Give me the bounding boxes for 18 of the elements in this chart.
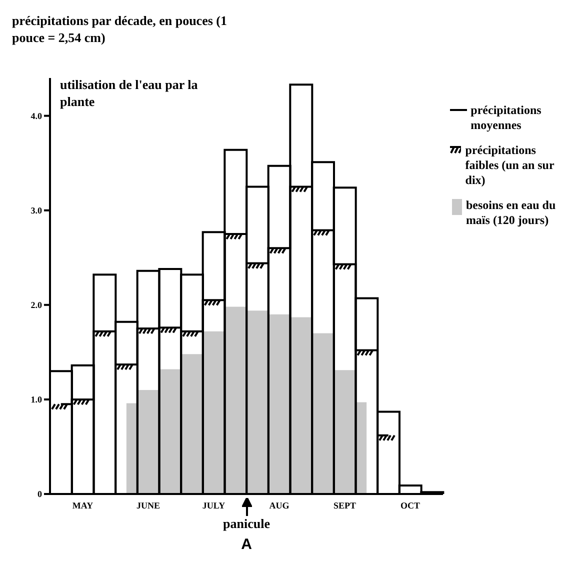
legend-label: besoins en eau du maïs (120 jours) [466, 198, 557, 228]
y-tick-label: 2.0 [30, 300, 42, 310]
x-tick-label: JULY [202, 500, 226, 510]
x-tick-label: MAY [72, 500, 94, 510]
y-tick-label: 1.0 [30, 394, 42, 405]
legend-label: précipitations faibles (un an sur dix) [465, 143, 556, 188]
x-tick-label: SEPT [333, 500, 356, 510]
x-tick-label: OCT [400, 500, 420, 510]
y-tick-label: 0 [38, 489, 42, 500]
y-tick-label: 4.0 [30, 111, 42, 122]
x-tick-label: JUNE [136, 500, 160, 510]
y-axis-title: précipitations par décade, en pouces (1 pouce = 2,54 cm) [12, 12, 228, 46]
legend-label: précipitations moyennes [470, 103, 542, 133]
y-tick-label: 3.0 [30, 206, 42, 216]
x-tick-label: AUG [269, 500, 290, 510]
text: A [240, 536, 253, 553]
text: panicule [222, 516, 271, 532]
annotation: utilisation de l'eau par la plante [60, 76, 199, 110]
